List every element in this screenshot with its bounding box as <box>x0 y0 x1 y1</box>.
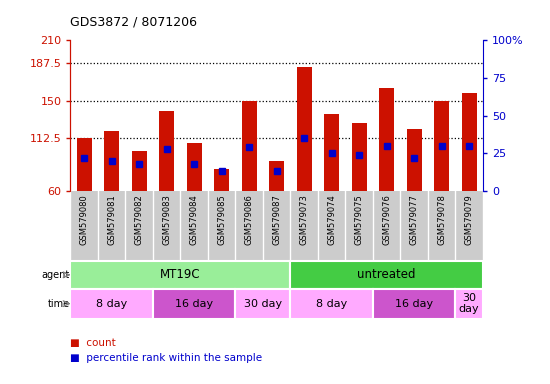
Text: 8 day: 8 day <box>96 299 127 309</box>
Bar <box>434 101 449 191</box>
Text: ■  percentile rank within the sample: ■ percentile rank within the sample <box>70 353 262 363</box>
Text: ■  count: ■ count <box>70 338 116 348</box>
Text: 16 day: 16 day <box>175 299 213 309</box>
Text: GSM579080: GSM579080 <box>80 194 89 245</box>
Bar <box>406 129 422 191</box>
Text: agent: agent <box>42 270 70 280</box>
Bar <box>76 137 92 191</box>
Bar <box>159 111 174 191</box>
Text: GSM579082: GSM579082 <box>135 194 144 245</box>
Text: GSM579084: GSM579084 <box>190 194 199 245</box>
Text: GSM579073: GSM579073 <box>300 194 309 245</box>
Bar <box>214 169 229 191</box>
Text: untreated: untreated <box>358 268 416 281</box>
Bar <box>290 261 483 289</box>
Text: GSM579087: GSM579087 <box>272 194 281 245</box>
Bar <box>290 289 373 319</box>
Text: GDS3872 / 8071206: GDS3872 / 8071206 <box>70 16 197 29</box>
Text: GSM579075: GSM579075 <box>355 194 364 245</box>
Bar <box>70 289 153 319</box>
Text: GSM579077: GSM579077 <box>410 194 419 245</box>
Bar <box>296 68 312 191</box>
Text: GSM579086: GSM579086 <box>245 194 254 245</box>
Bar <box>324 114 339 191</box>
Bar <box>104 131 119 191</box>
Bar <box>131 151 147 191</box>
Text: 30 day: 30 day <box>244 299 282 309</box>
Text: GSM579076: GSM579076 <box>382 194 391 245</box>
Bar <box>241 101 257 191</box>
Text: 16 day: 16 day <box>395 299 433 309</box>
Bar <box>373 289 455 319</box>
Text: time: time <box>48 299 70 309</box>
Text: 30
day: 30 day <box>459 293 480 314</box>
Bar <box>269 161 284 191</box>
Bar <box>153 289 235 319</box>
Bar <box>455 289 483 319</box>
Bar <box>70 261 290 289</box>
Bar <box>379 88 394 191</box>
Text: MT19C: MT19C <box>160 268 201 281</box>
Text: 8 day: 8 day <box>316 299 347 309</box>
Text: GSM579083: GSM579083 <box>162 194 171 245</box>
Bar <box>186 142 202 191</box>
Text: GSM579081: GSM579081 <box>107 194 116 245</box>
Bar <box>461 93 477 191</box>
Text: GSM579079: GSM579079 <box>465 194 474 245</box>
Text: GSM579085: GSM579085 <box>217 194 226 245</box>
Bar <box>235 289 290 319</box>
Bar <box>351 122 367 191</box>
Text: GSM579078: GSM579078 <box>437 194 446 245</box>
Text: GSM579074: GSM579074 <box>327 194 336 245</box>
